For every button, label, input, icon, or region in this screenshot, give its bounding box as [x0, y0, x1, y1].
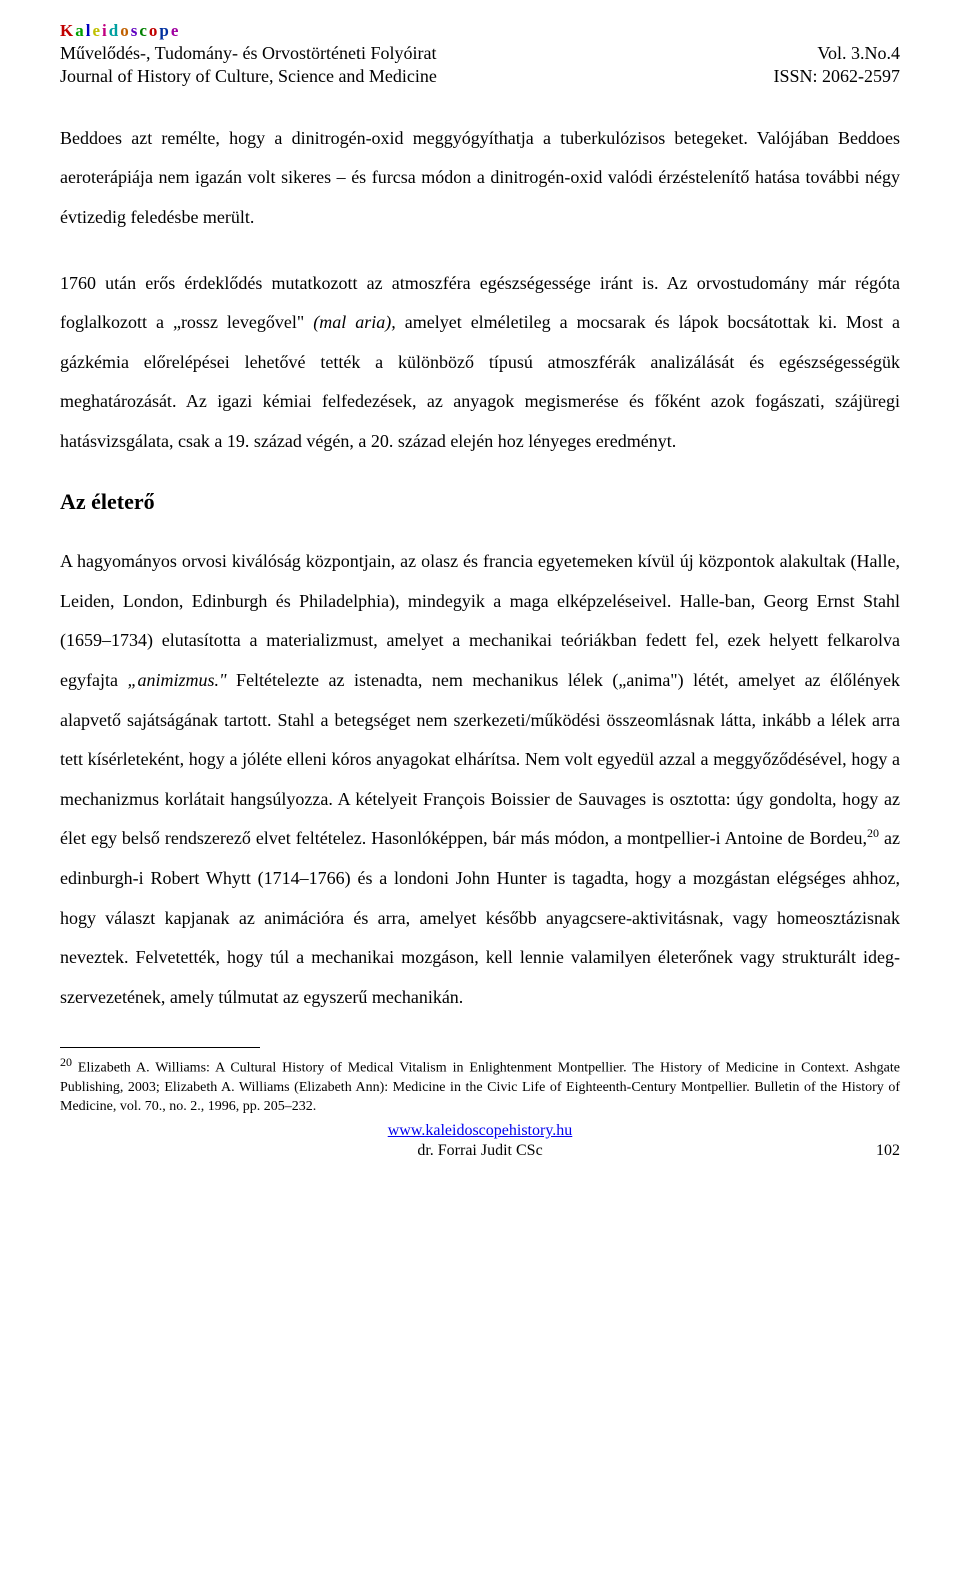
issn-info: ISSN: 2062-2597 — [773, 65, 900, 88]
kaleidoscope-logo: Kaleidoscope — [60, 20, 180, 42]
section-title: Az életerő — [60, 488, 900, 517]
footnote-text: Elizabeth A. Williams: A Cultural Histor… — [60, 1061, 900, 1114]
issn-value: 2062-2597 — [822, 66, 900, 86]
page-header: Kaleidoscope Művelődés-, Tudomány- és Or… — [60, 20, 900, 89]
footnote-num: 20 — [60, 1055, 72, 1069]
paragraph-2: 1760 után erős érdeklődés mutatkozott az… — [60, 264, 900, 462]
header-row-2: Művelődés-, Tudomány- és Orvostörténeti … — [60, 42, 900, 65]
p3-part-b: Feltételezte az istenadta, nem mechaniku… — [60, 670, 900, 848]
footnote-separator — [60, 1047, 260, 1048]
p2-italic: (mal aria), — [313, 312, 396, 332]
page-footer: www.kaleidoscopehistory.hu dr. Forrai Ju… — [60, 1121, 900, 1163]
footer-wrap: www.kaleidoscopehistory.hu dr. Forrai Ju… — [60, 1121, 900, 1163]
paragraph-1: Beddoes azt remélte, hogy a dinitrogén-o… — [60, 119, 900, 238]
header-row-1: Kaleidoscope — [60, 20, 900, 42]
footer-link[interactable]: www.kaleidoscopehistory.hu — [388, 1122, 573, 1139]
journal-title-hu: Művelődés-, Tudomány- és Orvostörténeti … — [60, 42, 436, 65]
p3-italic-1: „animizmus." — [127, 670, 226, 690]
p3-part-c: az edinburgh-i Robert Whytt (1714–1766) … — [60, 828, 900, 1006]
header-row-3: Journal of History of Culture, Science a… — [60, 65, 900, 88]
paragraph-3: A hagyományos orvosi kiválóság központja… — [60, 542, 900, 1017]
journal-title-en: Journal of History of Culture, Science a… — [60, 65, 437, 88]
page-number: 102 — [876, 1141, 900, 1162]
footnote-ref-20: 20 — [867, 826, 879, 840]
p2-part-b: amelyet elméletileg a mocsarak és lápok … — [60, 312, 900, 451]
issn-label: ISSN: — [773, 66, 817, 86]
volume-info: Vol. 3.No.4 — [817, 42, 900, 65]
footnote-20: 20 Elizabeth A. Williams: A Cultural His… — [60, 1054, 900, 1116]
footer-author: dr. Forrai Judit CSc — [60, 1141, 900, 1162]
